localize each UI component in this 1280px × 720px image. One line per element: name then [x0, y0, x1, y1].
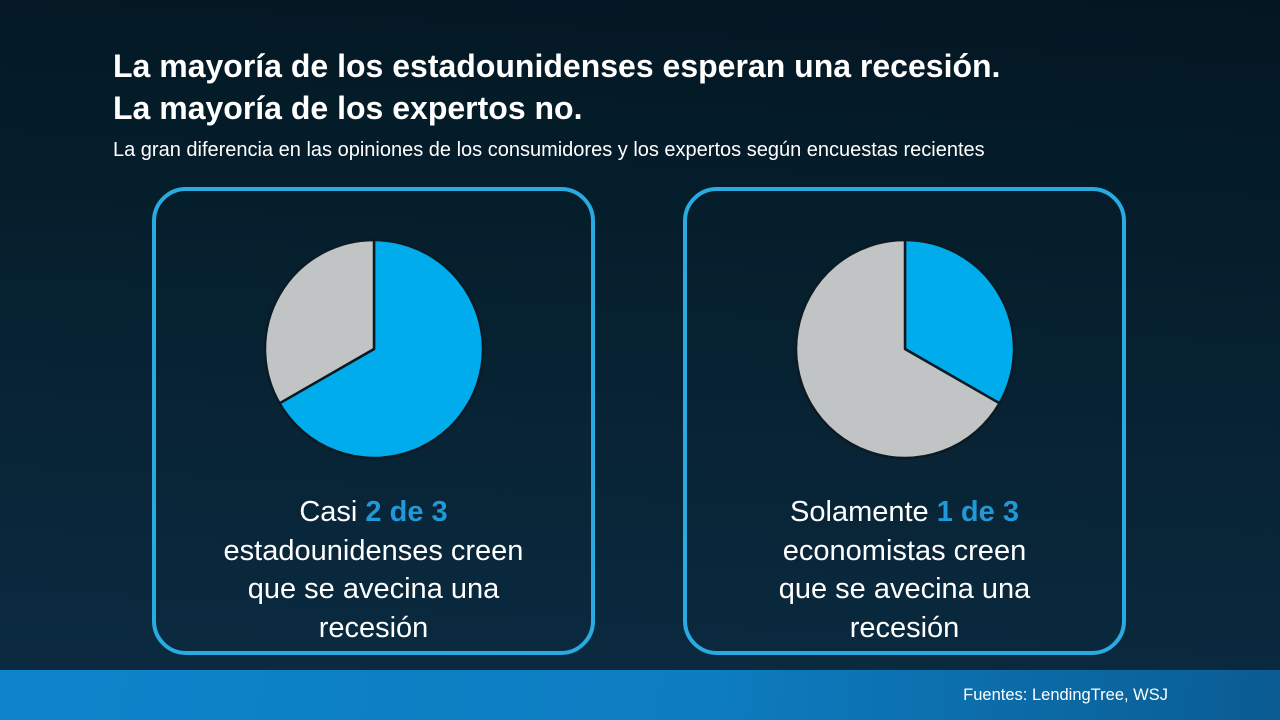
pie-chart-consumers	[261, 236, 487, 462]
caption-text: recesión	[849, 611, 960, 644]
pie-slice-0	[903, 238, 1015, 405]
caption-accent-text: 1 de 3	[936, 496, 1019, 528]
caption-text: recesión	[318, 611, 429, 644]
caption-text: Solamente	[790, 496, 937, 528]
pie-slice-0	[277, 238, 484, 460]
pie-slice-1	[263, 238, 375, 405]
pie-chart-economists	[792, 236, 1018, 462]
source-text: Fuentes: LendingTree, WSJ	[963, 685, 1168, 704]
caption-text: economistas creen	[782, 534, 1027, 567]
pie-slice-1	[794, 238, 1001, 460]
title-line-1: La mayoría de los estadounidenses espera…	[113, 48, 1001, 84]
caption-text: estadounidenses creen	[223, 534, 524, 567]
title-line-2: La mayoría de los expertos no.	[113, 90, 583, 126]
header: La mayoría de los estadounidenses espera…	[113, 45, 1203, 163]
subtitle: La gran diferencia en las opiniones de l…	[113, 139, 985, 161]
card-economists: Solamente 1 de 3 economistas creen que se …	[683, 187, 1126, 655]
caption-text: que se avecina una	[247, 573, 500, 605]
source-bar: Fuentes: LendingTree, WSJ	[0, 670, 1280, 720]
card-consumers: Casi 2 de 3 estadounidenses creen que se a…	[152, 187, 595, 655]
caption-text: Casi	[299, 496, 366, 528]
card-economists-caption: Solamente 1 de 3 economistas creen que se …	[697, 493, 1112, 647]
caption-text: que se avecina una	[778, 573, 1031, 605]
page-title: La mayoría de los estadounidenses espera…	[113, 45, 1203, 129]
card-consumers-caption: Casi 2 de 3 estadounidenses creen que se a…	[166, 493, 581, 647]
caption-accent-text: 2 de 3	[365, 496, 448, 528]
